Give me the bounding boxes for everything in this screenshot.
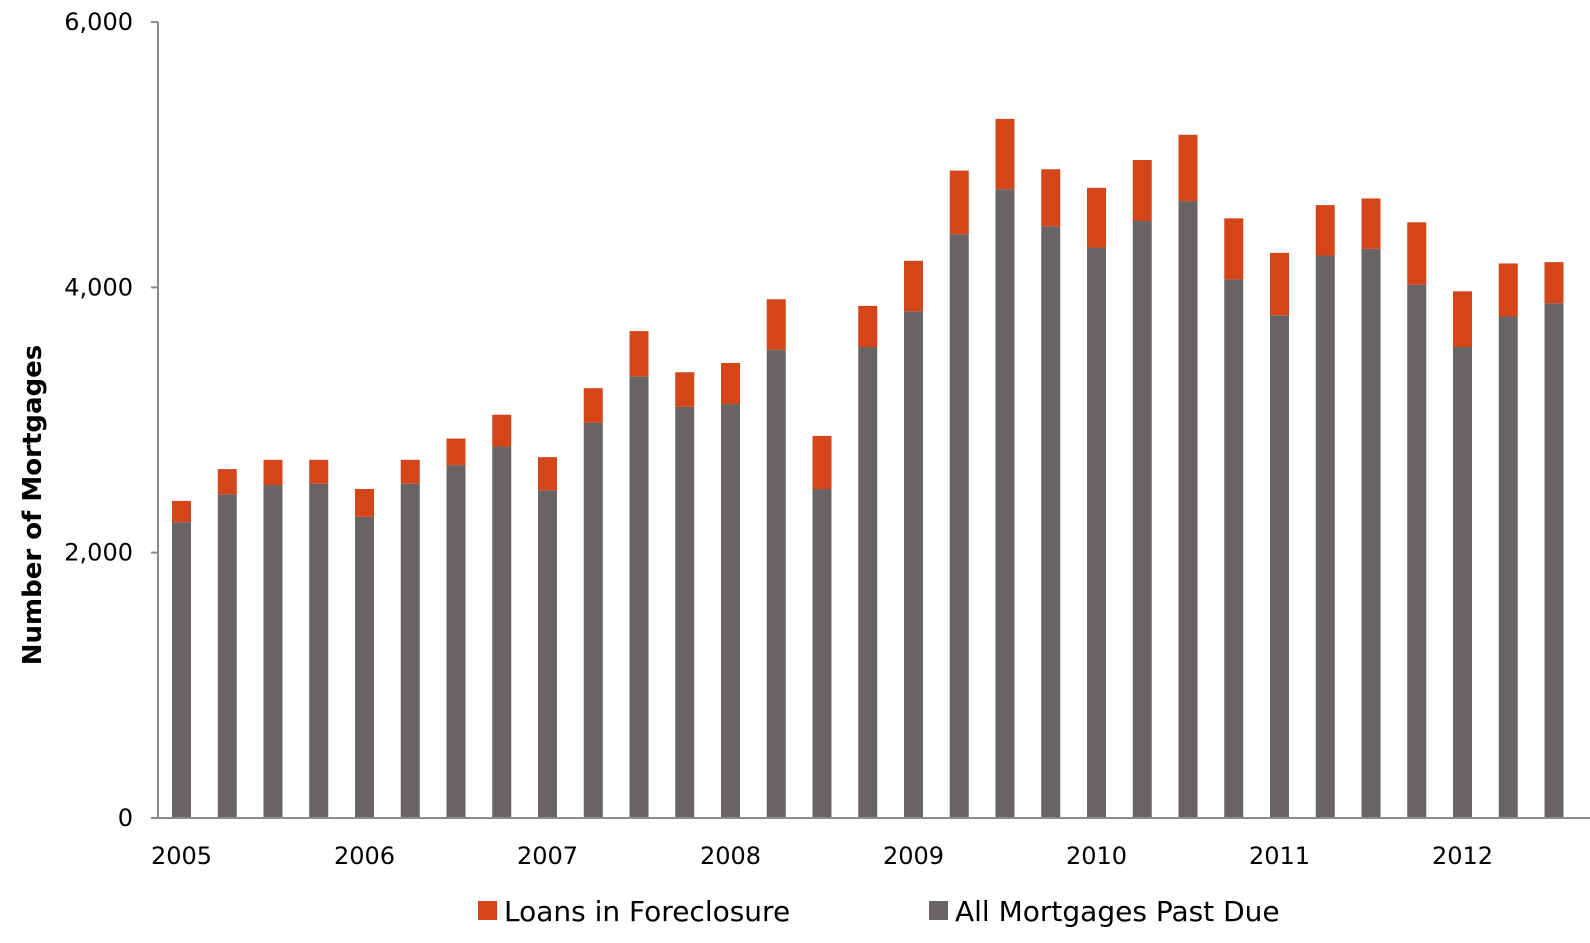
bar-foreclosure [858, 305, 878, 348]
y-tick-label: 6,000 [64, 8, 133, 36]
bar-past-due [904, 311, 923, 818]
bar-past-due [858, 347, 878, 818]
bar-past-due [538, 490, 557, 818]
bar-foreclosure [766, 299, 786, 350]
bar-past-due [1041, 226, 1061, 819]
bar-foreclosure [355, 488, 374, 517]
bar-foreclosure [400, 459, 420, 484]
x-tick-label: 2006 [334, 842, 395, 870]
bar-past-due [1087, 247, 1106, 819]
bar-foreclosure [675, 372, 695, 407]
bar-foreclosure [995, 118, 1015, 190]
bar-foreclosure [446, 438, 466, 466]
legend-label-foreclosure: Loans in Foreclosure [504, 895, 790, 928]
bar-foreclosure [263, 459, 283, 486]
bar-past-due [1270, 315, 1289, 818]
legend-swatch-past-due [929, 901, 948, 920]
bar-past-due [721, 404, 740, 818]
bar-past-due [1407, 284, 1427, 818]
bar-past-due [1498, 316, 1518, 818]
bar-foreclosure [492, 414, 512, 447]
bar-foreclosure [217, 469, 237, 495]
y-tick-label: 0 [118, 804, 133, 832]
bar-foreclosure [812, 435, 832, 489]
bar-foreclosure [1453, 291, 1472, 348]
bar-past-due [995, 189, 1015, 818]
y-tick-label: 2,000 [64, 539, 133, 567]
bar-past-due [1178, 201, 1198, 819]
bar-past-due [217, 494, 237, 818]
y-axis-title: Number of Mortgages [18, 345, 48, 666]
bar-foreclosure [1407, 222, 1427, 285]
bar-foreclosure [1087, 187, 1106, 248]
bar-past-due [446, 465, 466, 818]
bar-foreclosure [309, 459, 329, 484]
bar-past-due [583, 422, 603, 818]
bar-past-due [309, 483, 329, 818]
bar-past-due [1132, 221, 1152, 818]
x-tick-label: 2011 [1249, 842, 1310, 870]
x-tick-label: 2008 [700, 842, 761, 870]
bar-foreclosure [538, 457, 557, 491]
x-tick-label: 2009 [883, 842, 944, 870]
bar-past-due [1224, 279, 1244, 819]
x-tick-labels: 2005 2006 2007 2008 2009 2010 2011 2012 [151, 842, 1493, 870]
bar-past-due [355, 516, 374, 818]
legend-swatch-foreclosure [478, 901, 497, 920]
bar-past-due [629, 376, 649, 818]
bar-foreclosure [1361, 198, 1381, 249]
bar-past-due [492, 446, 512, 818]
bar-foreclosure [1178, 134, 1198, 202]
bar-foreclosure [1224, 218, 1244, 280]
bar-past-due [1544, 303, 1564, 819]
x-tick-label: 2012 [1432, 842, 1493, 870]
x-tick-label: 2010 [1066, 842, 1127, 870]
bar-foreclosure [904, 260, 923, 312]
bar-foreclosure [721, 362, 740, 405]
bar-past-due [172, 522, 191, 818]
bar-foreclosure [1544, 262, 1564, 304]
bar-foreclosure [1041, 169, 1061, 227]
x-tick-label: 2005 [151, 842, 212, 870]
bar-foreclosure [1315, 205, 1335, 256]
bar-past-due [1361, 248, 1381, 819]
bar-past-due [1315, 255, 1335, 818]
bar-past-due [812, 488, 832, 818]
legend: Loans in Foreclosure All Mortgages Past … [478, 895, 1280, 928]
bar-past-due [949, 234, 969, 818]
bar-past-due [766, 349, 786, 818]
bar-past-due [1453, 347, 1472, 818]
bar-foreclosure [1270, 252, 1289, 316]
bar-foreclosure [949, 170, 969, 235]
bar-foreclosure [1498, 263, 1518, 317]
bar-past-due [400, 483, 420, 818]
bar-past-due [263, 485, 283, 818]
bar-past-due [675, 406, 695, 818]
bar-foreclosure [1132, 159, 1152, 221]
bars-layer [172, 118, 1564, 819]
y-tick-labels: 0 2,000 4,000 6,000 [64, 8, 158, 832]
bar-foreclosure [172, 500, 191, 523]
legend-label-past-due: All Mortgages Past Due [955, 895, 1280, 928]
x-tick-label: 2007 [517, 842, 578, 870]
y-tick-label: 4,000 [64, 273, 133, 301]
bar-foreclosure [629, 331, 649, 377]
bar-foreclosure [583, 388, 603, 423]
